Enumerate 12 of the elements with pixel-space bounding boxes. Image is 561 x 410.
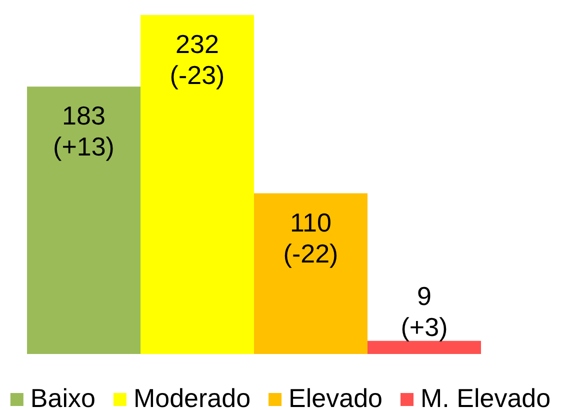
legend-label: Elevado <box>288 383 383 410</box>
legend-label: M. Elevado <box>420 383 551 410</box>
bar <box>27 86 140 354</box>
data-label: 183 (+13) <box>53 100 114 162</box>
bar <box>140 15 254 354</box>
data-label: 110 (-22) <box>283 207 338 268</box>
bar <box>368 340 481 354</box>
legend-label: Moderado <box>133 383 251 410</box>
data-label: 232 (-23) <box>170 29 225 90</box>
bar <box>254 193 368 354</box>
data-label: 9 (+3) <box>400 280 448 342</box>
legend-label: Baixo <box>30 383 96 410</box>
